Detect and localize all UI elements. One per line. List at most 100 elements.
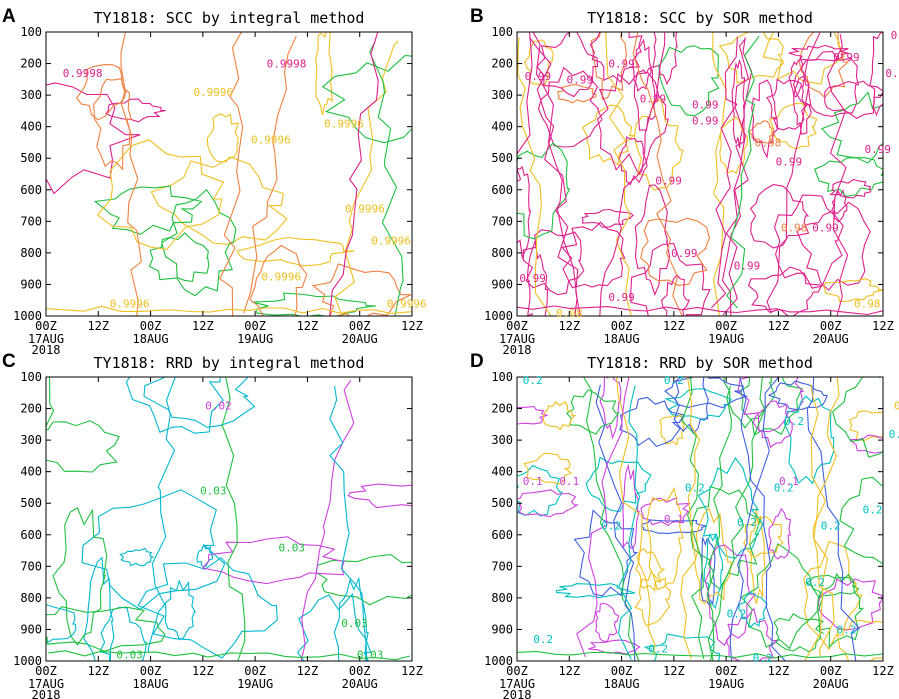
contour-loop xyxy=(542,401,577,431)
contour-loop xyxy=(640,496,692,527)
contour-loop xyxy=(517,489,579,518)
y-tick-label: 100 xyxy=(20,25,42,39)
contour-loop xyxy=(315,553,412,606)
contour-line xyxy=(582,377,640,661)
contour-loop xyxy=(517,406,548,425)
contour-loop xyxy=(557,84,597,104)
contour-label: 0.2 xyxy=(821,519,841,532)
x-tick-label: 00Z xyxy=(349,319,371,333)
contour-loop xyxy=(798,32,850,99)
contour-loop xyxy=(315,32,333,116)
contour-loop xyxy=(869,32,883,117)
contour-loop xyxy=(822,278,883,303)
contour-lines xyxy=(517,32,883,316)
contour-line xyxy=(615,377,656,655)
contour-loop xyxy=(836,619,883,661)
contour-label: 0.1 xyxy=(664,513,684,526)
contour-label: 0.99 xyxy=(608,291,635,304)
y-tick-label: 500 xyxy=(491,496,513,510)
contour-loop xyxy=(718,32,785,84)
contour-label: 0.2 xyxy=(727,608,747,621)
x-tick-label: 12Z xyxy=(872,664,894,678)
contour-loop xyxy=(634,570,672,627)
contour-label: 0.2 xyxy=(648,642,668,655)
x-tick-label: 00Z xyxy=(820,319,842,333)
contour-line xyxy=(711,36,738,309)
contour-loop xyxy=(93,185,203,236)
plot-frame xyxy=(45,31,413,317)
contour-label: 0.99 xyxy=(692,114,719,127)
contour-line xyxy=(804,377,840,661)
contour-loop xyxy=(816,572,865,649)
y-tick-label: 900 xyxy=(491,277,513,291)
contour-label: 0.9996 xyxy=(261,271,301,284)
y-tick-label: 600 xyxy=(491,528,513,542)
contour-loop xyxy=(148,232,210,283)
contour-label: 0.2 xyxy=(685,481,705,494)
x-tick-label: 12Z xyxy=(192,319,214,333)
contour-line xyxy=(726,35,760,309)
contour-loop xyxy=(766,78,809,131)
y-tick-label: 200 xyxy=(20,57,42,71)
contour-label: 0.1 xyxy=(523,475,543,488)
x-tick-label: 00Z xyxy=(611,319,633,333)
y-tick-label: 100 xyxy=(20,370,42,384)
y-tick-label: 400 xyxy=(20,120,42,134)
contour-line xyxy=(706,385,732,661)
x-tick-label: 00Z xyxy=(140,319,162,333)
contour-loop xyxy=(561,221,626,289)
y-tick-label: 700 xyxy=(491,559,513,573)
contour-loop xyxy=(81,489,226,611)
x-tick-label: 12Z xyxy=(87,664,109,678)
x-tick-label: 00Z xyxy=(611,664,633,678)
contour-line xyxy=(729,377,780,661)
x-date-label: 18AUG xyxy=(604,677,640,691)
contour-lines xyxy=(517,377,883,661)
x-date-label: 20AUG xyxy=(813,332,849,346)
x-tick-label: 00Z xyxy=(244,319,266,333)
x-tick-label: 12Z xyxy=(872,319,894,333)
chart-title: TY1818: RRD by integral method xyxy=(94,354,365,372)
contour-label: 0.98 xyxy=(781,222,808,235)
contour-loop xyxy=(585,456,652,513)
contour-line xyxy=(517,650,883,659)
x-tick-label: 00Z xyxy=(820,664,842,678)
contour-loop xyxy=(762,32,845,85)
y-tick-label: 200 xyxy=(491,57,513,71)
contour-label: 0.99 xyxy=(671,247,698,260)
x-date-label: 18AUG xyxy=(133,677,169,691)
contour-loop xyxy=(555,583,636,599)
contour-loop xyxy=(622,463,640,549)
contour-label: 0.99 xyxy=(519,272,546,285)
contour-loop xyxy=(633,99,684,192)
contour-label: 0.99 xyxy=(525,70,552,83)
contour-loop xyxy=(788,58,807,98)
y-tick-label: 1000 xyxy=(484,654,513,668)
contour-loop xyxy=(296,592,372,661)
contour-label: 0.03 xyxy=(341,617,368,630)
contour-loop xyxy=(652,32,678,85)
panel-letter: A xyxy=(2,6,16,27)
y-tick-label: 300 xyxy=(20,433,42,447)
contour-label: 0.99 xyxy=(812,222,839,235)
contour-loop xyxy=(747,120,776,144)
x-date-label: 17AUG xyxy=(499,332,535,346)
y-tick-label: 100 xyxy=(491,370,513,384)
y-tick-label: 700 xyxy=(20,559,42,573)
panel-letter: B xyxy=(470,6,484,27)
contour-loop xyxy=(749,184,810,249)
contour-line xyxy=(712,32,728,316)
x-tick-label: 00Z xyxy=(35,664,57,678)
contour-loop xyxy=(52,507,108,646)
contour-label: 0.1 xyxy=(559,475,579,488)
contour-line xyxy=(766,32,821,314)
contour-loop xyxy=(749,508,766,604)
x-date-label: 20AUG xyxy=(813,677,849,691)
contour-line xyxy=(517,32,533,182)
y-tick-label: 1000 xyxy=(13,309,42,323)
x-date-label: 17AUG xyxy=(28,332,64,346)
x-tick-label: 12Z xyxy=(768,664,790,678)
contour-loop xyxy=(796,201,871,291)
panel-letter: C xyxy=(2,351,16,372)
contour-loop xyxy=(723,377,776,429)
